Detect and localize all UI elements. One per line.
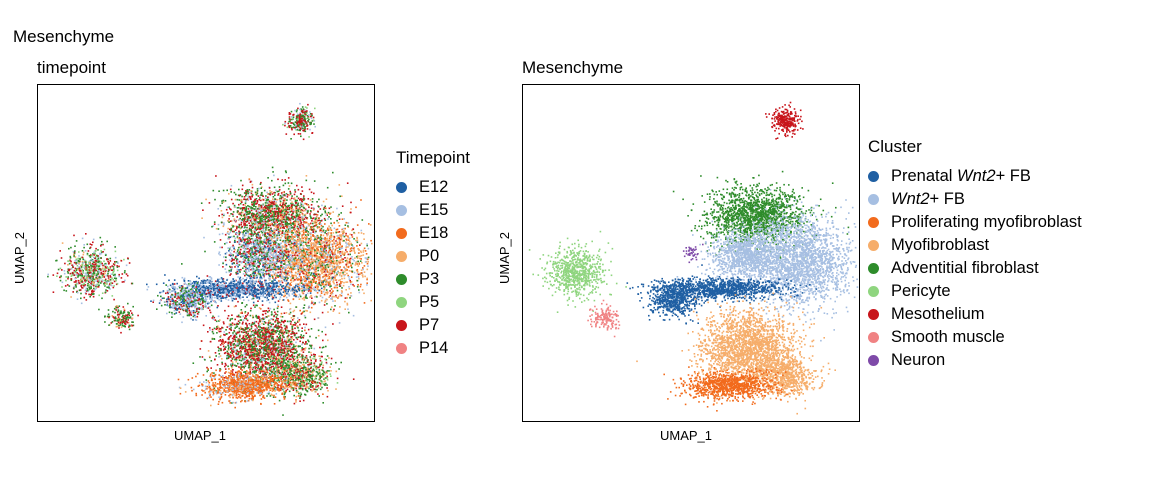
panel1-legend-label: E12 — [419, 178, 448, 197]
panel1-legend-item: P5 — [396, 291, 470, 314]
panel1-legend-swatch — [396, 274, 407, 285]
panel2-legend-swatch — [868, 332, 879, 343]
panel2-legend-label: Adventitial fibroblast — [891, 259, 1039, 278]
panel2-legend-label: Smooth muscle — [891, 328, 1005, 347]
panel2-legend-item: Neuron — [868, 349, 1082, 372]
panel2-plot-area — [522, 84, 860, 422]
panel1-legend-item: E18 — [396, 222, 470, 245]
panel1-xlabel: UMAP_1 — [174, 428, 226, 443]
panel1-legend-label: P5 — [419, 293, 439, 312]
panel2-legend-label: Myofibroblast — [891, 236, 989, 255]
panel1-legend-swatch — [396, 205, 407, 216]
panel1-legend-swatch — [396, 343, 407, 354]
panel1-legend-label: P0 — [419, 247, 439, 266]
panel1-legend-swatch — [396, 182, 407, 193]
panel1-legend-item: P7 — [396, 314, 470, 337]
panel1-legend-label: E18 — [419, 224, 448, 243]
panel2-legend-item: Wnt2+ FB — [868, 188, 1082, 211]
panel2-legend-item: Proliferating myofibroblast — [868, 211, 1082, 234]
panel1-legend-label: P3 — [419, 270, 439, 289]
panel2-legend-swatch — [868, 194, 879, 205]
panel1-legend-swatch — [396, 297, 407, 308]
panel1-legend-item: E15 — [396, 199, 470, 222]
panel2-title: Mesenchyme — [522, 58, 623, 78]
panel1-legend-swatch — [396, 228, 407, 239]
panel2-legend-label: Neuron — [891, 351, 945, 370]
panel1-legend-label: E15 — [419, 201, 448, 220]
panel2-legend-label: Mesothelium — [891, 305, 985, 324]
panel2-legend-title: Cluster — [868, 137, 1082, 157]
panel2-legend-swatch — [868, 171, 879, 182]
panel2-legend-label: Prenatal Wnt2+ FB — [891, 167, 1031, 186]
panel1-plot-area — [37, 84, 375, 422]
panel2-xlabel: UMAP_1 — [660, 428, 712, 443]
panel2-legend-swatch — [868, 355, 879, 366]
panel2-legend-item: Adventitial fibroblast — [868, 257, 1082, 280]
panel1-legend-swatch — [396, 320, 407, 331]
panel1-legend-item: P3 — [396, 268, 470, 291]
panel2-legend-label: Pericyte — [891, 282, 951, 301]
panel1-legend-label: P14 — [419, 339, 448, 358]
panel2-legend-swatch — [868, 217, 879, 228]
panel1-legend-label: P7 — [419, 316, 439, 335]
panel1-scatter — [47, 102, 373, 416]
panel2-legend-swatch — [868, 286, 879, 297]
panel1-legend-item: P0 — [396, 245, 470, 268]
figure-title: Mesenchyme — [13, 27, 114, 47]
panel1-legend-item: E12 — [396, 176, 470, 199]
panel2-legend-swatch — [868, 263, 879, 274]
panel1-ylabel: UMAP_2 — [12, 232, 27, 284]
panel2-legend-item: Pericyte — [868, 280, 1082, 303]
panel1-legend-item: P14 — [396, 337, 470, 360]
panel1-legend-swatch — [396, 251, 407, 262]
panel2-legend-swatch — [868, 309, 879, 320]
panel1-legend: Timepoint E12 E15 E18 P0 P3 P5 P7 P14 — [396, 148, 470, 360]
panel2-legend-item: Myofibroblast — [868, 234, 1082, 257]
panel2-legend: Cluster Prenatal Wnt2+ FB Wnt2+ FB Prolife… — [868, 137, 1082, 372]
panel2-legend-swatch — [868, 240, 879, 251]
panel2-legend-item: Smooth muscle — [868, 326, 1082, 349]
panel2-legend-label: Wnt2+ FB — [891, 190, 965, 209]
panel1-legend-title: Timepoint — [396, 148, 470, 168]
panel2-legend-item: Mesothelium — [868, 303, 1082, 326]
panel2-legend-item: Prenatal Wnt2+ FB — [868, 165, 1082, 188]
panel2-legend-label: Proliferating myofibroblast — [891, 213, 1082, 232]
panel1-title: timepoint — [37, 58, 106, 78]
panel2-ylabel: UMAP_2 — [497, 232, 512, 284]
panel2-scatter — [528, 101, 859, 415]
